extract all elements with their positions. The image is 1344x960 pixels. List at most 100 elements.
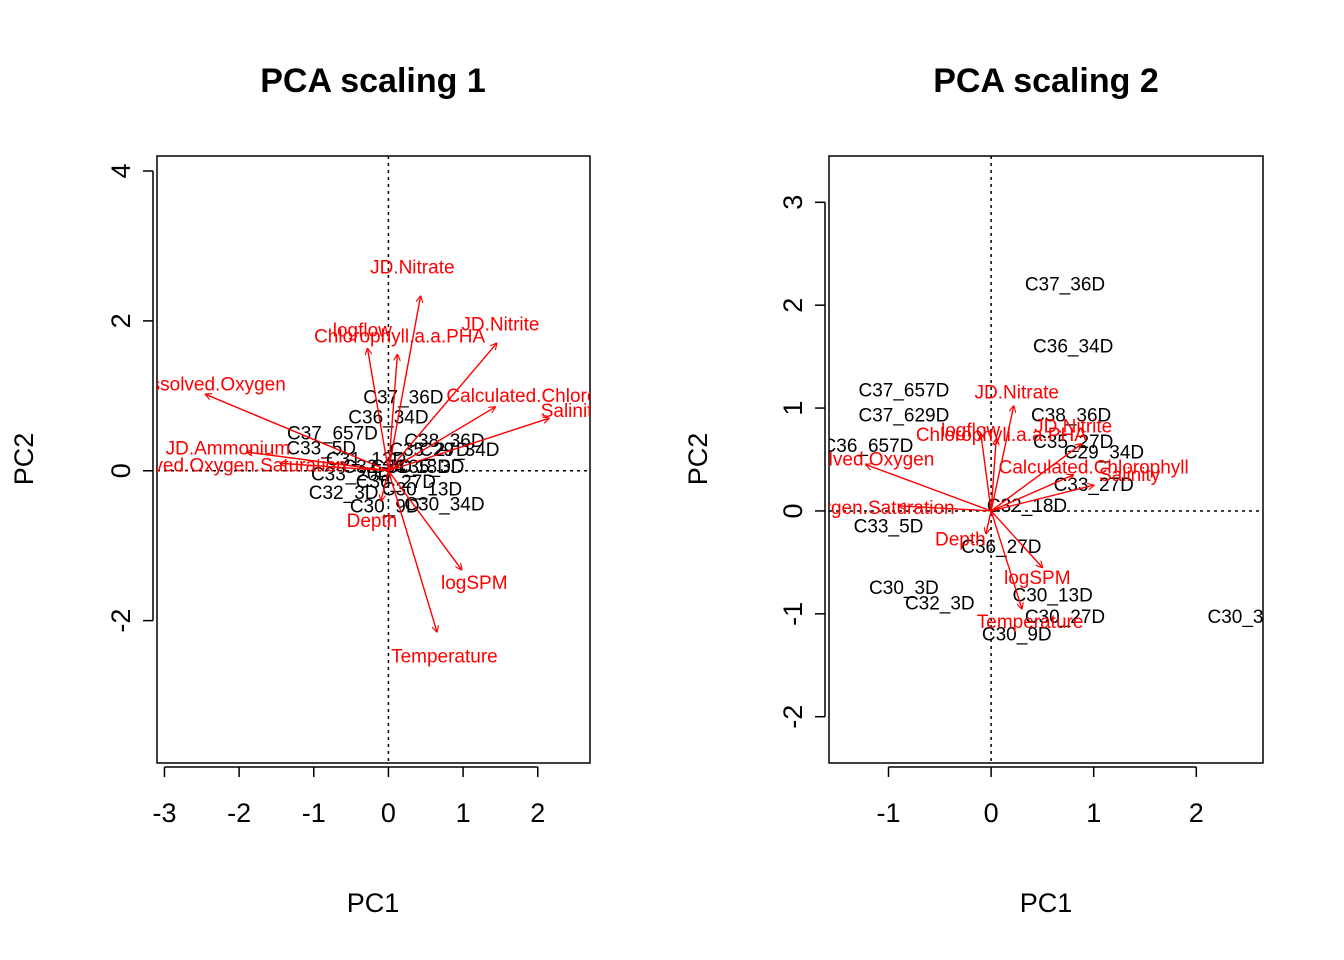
- variable-arrow: [990, 485, 1094, 512]
- variable-label: Dissolved.Oxygen: [781, 450, 934, 471]
- sample-label: C38_36D: [1031, 405, 1111, 426]
- variable-label: Dissolved.Oxygen.Saturation: [102, 455, 347, 476]
- sample-label: C30_9D: [982, 624, 1052, 645]
- variable-arrows: JD.Nitrate JD.Nitrite logflowChlorophyll.a…: [710, 383, 1189, 633]
- sample-label: C30_9D: [350, 497, 420, 518]
- x-tick-label: -3: [152, 798, 176, 828]
- y-tick-label: 0: [778, 503, 808, 518]
- variable-arrow: [990, 444, 1081, 512]
- variable-arrow: [387, 343, 496, 472]
- sample-label: C36_34D: [348, 408, 428, 429]
- x-tick-label: 0: [381, 798, 396, 828]
- variable-arrow: [206, 394, 389, 472]
- variable-arrow: [866, 465, 992, 512]
- sample-label: C29_34D: [419, 440, 499, 461]
- sample-label: C30_3D: [869, 578, 939, 599]
- x-tick-label: 2: [1189, 798, 1204, 828]
- variable-label: JD.Nitrate: [975, 383, 1059, 404]
- y-tick-label: 1: [778, 401, 808, 416]
- variable-label: Calculated.Chlorophyll: [999, 458, 1189, 479]
- variable-arrow: [899, 506, 992, 512]
- sample-label: C32_3D: [905, 594, 975, 615]
- variable-label: Dissolved.Oxygen.Saturation: [710, 498, 955, 519]
- variable-arrow: [990, 510, 1042, 568]
- sample-label: C35_27D: [1033, 432, 1113, 453]
- variable-arrow: [986, 510, 992, 534]
- x-tick-label: 2: [530, 798, 545, 828]
- variable-arrows: JD.Nitrate JD.Nitrite logflowChlorophyll.a…: [102, 258, 636, 668]
- variable-label: logSPM: [441, 573, 508, 594]
- x-tick-label: -2: [227, 798, 251, 828]
- variable-label: Temperature: [977, 612, 1084, 633]
- sample-label: C36_27D: [356, 472, 436, 493]
- variable-arrow: [387, 470, 437, 632]
- variable-arrow: [388, 418, 549, 472]
- variable-label: Calculated.Chlorophyll: [446, 386, 636, 407]
- variable-label: Depth: [935, 530, 986, 551]
- variable-label: Chlorophyll.a.a.PHA: [916, 425, 1087, 446]
- y-tick-label: 2: [778, 298, 808, 313]
- x-tick-label: 1: [456, 798, 471, 828]
- sample-label: C29_34D: [1064, 442, 1144, 463]
- y-tick-label: -2: [106, 609, 136, 633]
- sample-labels: C37_36D C36_34D C37_657D C37_629D C38_36D C35…: [823, 275, 1287, 646]
- sample-label: C36_27D: [961, 537, 1041, 558]
- variable-label: Chlorophyll.a.a.PHA: [314, 327, 485, 348]
- x-tick-label: -1: [877, 798, 901, 828]
- sample-label: C33_5D: [854, 516, 924, 537]
- variable-label: logflow: [333, 321, 392, 342]
- variable-arrow: [387, 296, 420, 471]
- variable-label: Temperature: [391, 647, 498, 668]
- sample-label: C37_657D: [858, 381, 949, 402]
- sample-label: C37_629D: [858, 405, 949, 426]
- chart-panel-1: PCA scaling 1 -3 -2 -1 0 1 2 -2 0 2 4 PC1 PC2 C3…: [9, 62, 636, 918]
- reference-lines: [157, 156, 590, 763]
- y-tick-label: 0: [106, 463, 136, 478]
- variable-label: Salinity: [541, 401, 603, 422]
- chart-panel-2: PCA scaling 2 -1 0 1 2 -2 -1 0 1 2 3 PC1 PC2 C37…: [683, 62, 1287, 918]
- y-tick-label: -2: [778, 705, 808, 729]
- reference-lines: [829, 156, 1263, 763]
- y-axis-label: PC2: [9, 433, 39, 486]
- x-tick-label: 0: [984, 798, 999, 828]
- variable-label: Depth: [347, 511, 398, 532]
- variable-label: JD.Nitrite: [1034, 417, 1112, 438]
- y-axis-label: PC2: [683, 433, 713, 486]
- variable-arrow: [387, 470, 461, 570]
- variable-arrow: [387, 355, 397, 471]
- y-tick-label: -1: [778, 602, 808, 626]
- variable-arrow: [388, 407, 495, 472]
- variable-arrow: [990, 475, 1073, 512]
- x-tick-label: 1: [1086, 798, 1101, 828]
- variable-label: Dissolved.Oxygen: [133, 375, 286, 396]
- variable-label: Salinity: [1099, 465, 1161, 486]
- sample-label: C35_3D: [395, 457, 465, 478]
- variable-label: logSPM: [1004, 568, 1071, 589]
- x-tick-label: -1: [302, 798, 326, 828]
- variable-arrow: [981, 434, 992, 512]
- x-axis: -3 -2 -1 0 1 2: [152, 766, 545, 828]
- variable-arrow: [990, 439, 996, 511]
- variable-arrow: [990, 510, 1022, 609]
- variable-label: logflow: [941, 421, 1000, 442]
- y-tick-label: 2: [106, 313, 136, 328]
- x-axis: -1 0 1 2: [877, 766, 1204, 828]
- sample-label: C32_3D: [309, 483, 379, 504]
- sample-label: C30_34D: [1207, 607, 1287, 628]
- sample-label: C30_13D: [382, 479, 462, 500]
- x-axis-label: PC1: [347, 888, 400, 918]
- sample-label: C36_657D: [823, 436, 914, 457]
- plot-frame: [828, 155, 1264, 764]
- sample-label: C37_36D: [363, 387, 443, 408]
- sample-label: C30_27D: [1025, 607, 1105, 628]
- variable-arrow: [368, 349, 390, 471]
- chart-title: PCA scaling 1: [260, 62, 485, 100]
- y-axis: -2 0 2 4: [106, 163, 154, 633]
- sample-label: C32_9D: [342, 457, 412, 478]
- y-tick-label: 3: [778, 195, 808, 210]
- variable-label: JD.Nitrite: [461, 315, 539, 336]
- sample-label: C33_5D: [286, 438, 356, 459]
- sample-label: C32_18D: [987, 496, 1067, 517]
- variable-label: JD.Nitrate: [370, 258, 454, 279]
